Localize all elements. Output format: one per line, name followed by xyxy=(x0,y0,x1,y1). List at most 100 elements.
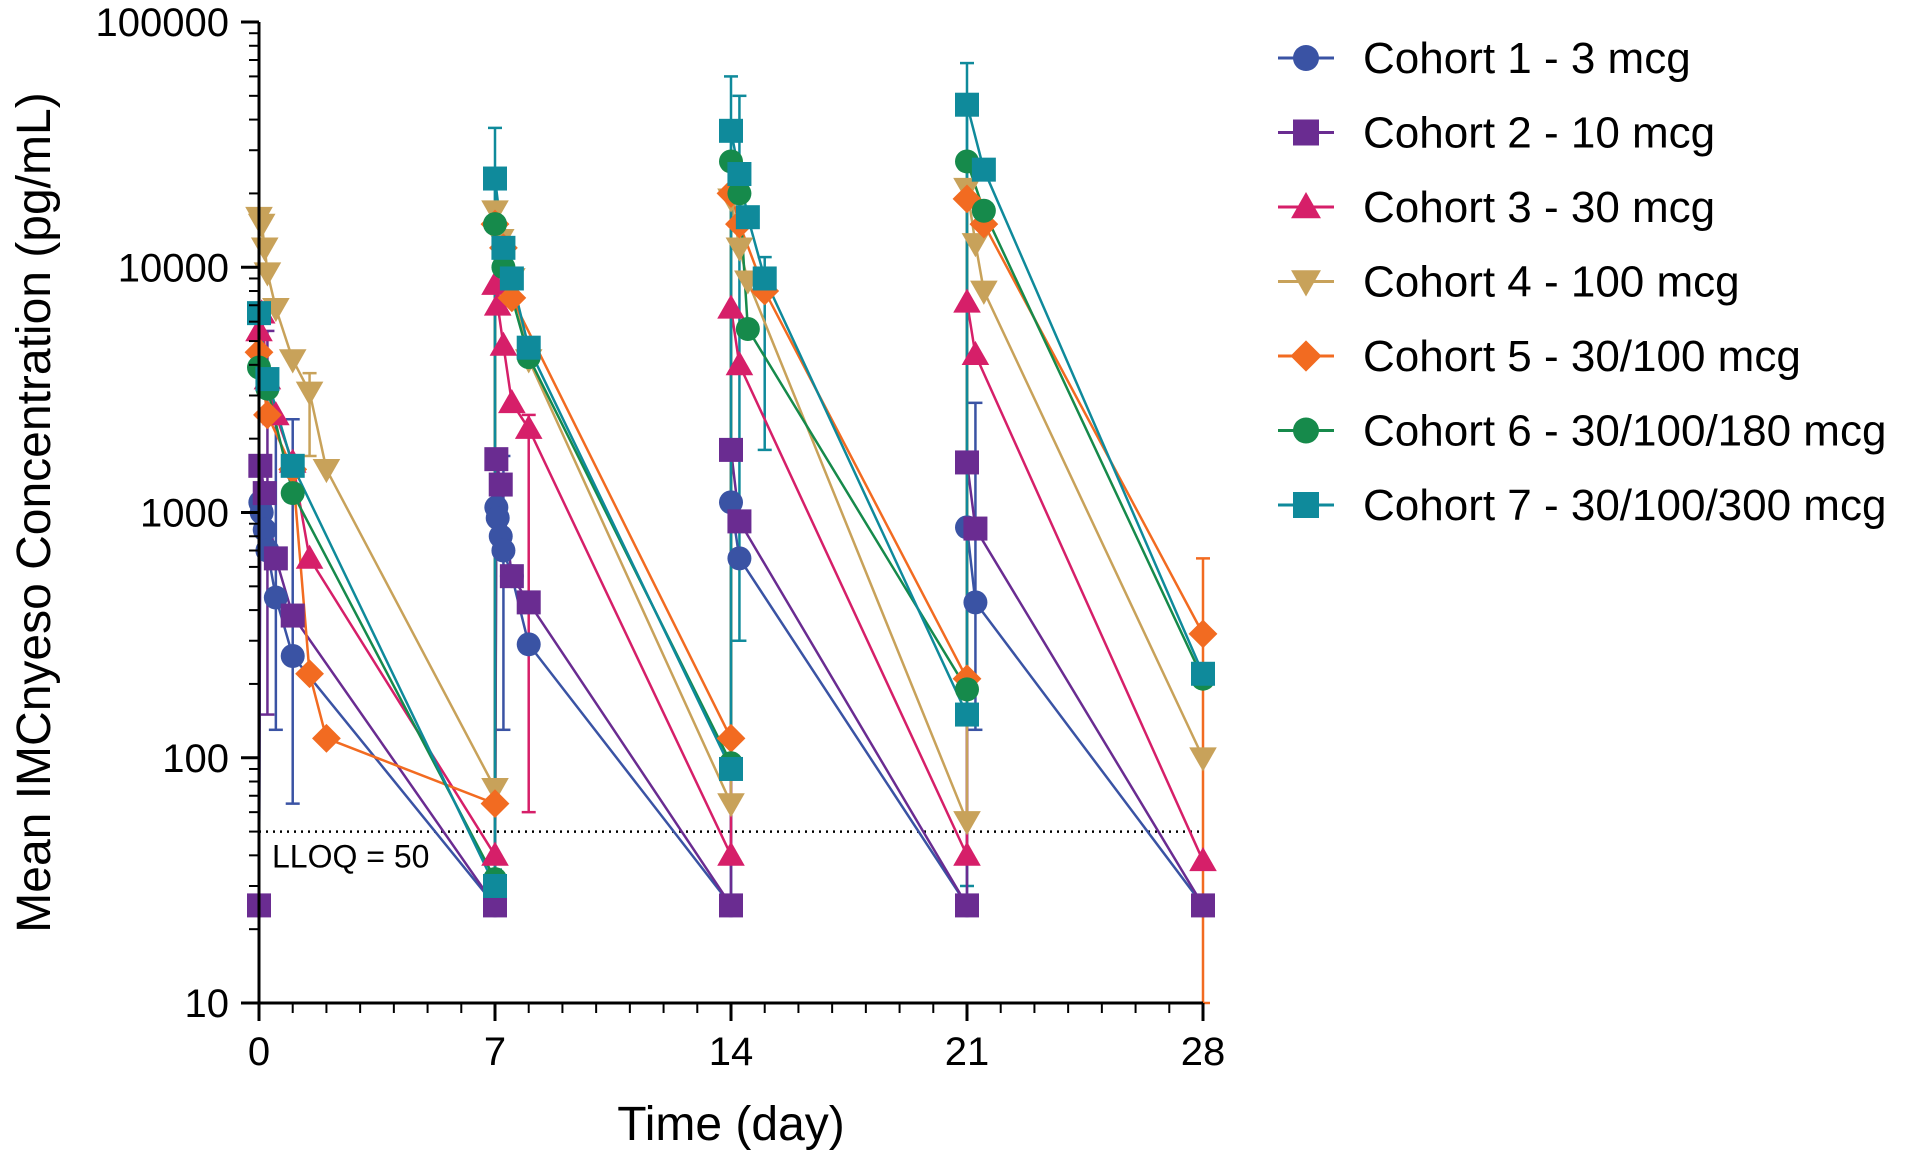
x-axis-title: Time (day) xyxy=(617,1098,845,1151)
data-point xyxy=(717,294,745,319)
data-point xyxy=(480,789,510,819)
data-point xyxy=(253,262,282,287)
data-point xyxy=(1189,847,1217,872)
data-point xyxy=(280,643,305,668)
data-point xyxy=(752,266,777,291)
data-point xyxy=(295,381,324,406)
data-point xyxy=(727,162,752,187)
marker-layer xyxy=(244,92,1218,918)
data-point xyxy=(719,118,743,143)
data-point xyxy=(955,92,979,117)
x-tick-label: 7 xyxy=(484,1030,506,1074)
legend-label: Cohort 2 - 10 mcg xyxy=(1363,109,1715,158)
legend-item: Cohort 2 - 10 mcg xyxy=(1278,109,1715,158)
data-point xyxy=(491,235,516,260)
legend-label: Cohort 1 - 3 mcg xyxy=(1363,34,1691,83)
legend: Cohort 1 - 3 mcg Cohort 2 - 10 mcg Cohort … xyxy=(1278,34,1886,530)
legend-swatch-marker xyxy=(1290,340,1322,372)
lloq-label: LLOQ = 50 xyxy=(272,839,429,875)
data-point xyxy=(717,793,745,818)
data-point xyxy=(1189,747,1217,772)
data-point xyxy=(295,544,324,569)
data-point xyxy=(280,453,305,478)
data-point xyxy=(955,893,979,918)
data-point xyxy=(312,458,341,484)
legend-swatch-marker xyxy=(1293,119,1319,146)
data-point xyxy=(1191,661,1215,686)
data-point xyxy=(483,291,512,316)
data-point xyxy=(953,288,981,313)
x-tick-label: 28 xyxy=(1181,1030,1226,1074)
y-tick-label: 1000 xyxy=(140,492,229,536)
data-point xyxy=(491,538,516,563)
data-point xyxy=(963,590,988,615)
y-tick-label: 10 xyxy=(185,982,230,1026)
data-point xyxy=(963,516,988,541)
data-point xyxy=(295,659,324,689)
data-point xyxy=(514,414,543,439)
data-point xyxy=(971,157,996,182)
legend-item: Cohort 6 - 30/100/180 mcg xyxy=(1278,407,1886,456)
data-point xyxy=(961,340,990,366)
data-point xyxy=(725,351,754,376)
data-point xyxy=(727,509,752,534)
y-tick-label: 100 xyxy=(162,737,229,781)
data-point xyxy=(498,389,526,414)
legend-item: Cohort 1 - 3 mcg xyxy=(1278,34,1691,83)
data-point xyxy=(252,481,277,506)
legend-swatch-marker xyxy=(1291,270,1321,297)
legend-swatch-marker xyxy=(1291,192,1321,219)
legend-item: Cohort 3 - 30 mcg xyxy=(1278,183,1715,232)
y-axis-title: Mean IMCnyeso Concentration (pg/mL) xyxy=(8,92,61,932)
data-point xyxy=(971,198,996,223)
data-point xyxy=(497,283,527,313)
data-point xyxy=(1191,893,1215,918)
axes: 10 100 1000 10000 100000 0 7 14 21 28 Time (day) Me… xyxy=(8,1,1225,1151)
data-point xyxy=(483,212,507,237)
data-point xyxy=(312,723,341,753)
data-point xyxy=(719,756,743,781)
data-point xyxy=(263,585,288,610)
legend-item: Cohort 4 - 100 mcg xyxy=(1278,258,1740,307)
data-point xyxy=(499,266,524,291)
reference-layer: LLOQ = 50 xyxy=(259,830,1203,875)
data-point xyxy=(970,280,998,305)
data-point xyxy=(499,564,524,589)
data-point xyxy=(961,233,990,258)
data-point xyxy=(481,841,509,866)
data-point xyxy=(263,546,288,571)
data-point xyxy=(483,166,507,191)
data-point xyxy=(716,723,746,753)
data-point xyxy=(953,811,981,836)
legend-swatch-marker xyxy=(1293,492,1319,518)
data-point xyxy=(955,702,979,727)
legend-label: Cohort 5 - 30/100 mcg xyxy=(1363,332,1801,381)
data-point xyxy=(516,590,541,615)
data-point xyxy=(516,335,541,360)
data-point xyxy=(484,447,509,472)
data-point xyxy=(955,677,979,702)
data-point xyxy=(719,490,743,515)
data-point xyxy=(725,237,754,262)
data-point xyxy=(280,603,305,628)
legend-label: Cohort 7 - 30/100/300 mcg xyxy=(1363,481,1886,530)
data-point xyxy=(735,317,760,342)
data-point xyxy=(250,237,279,262)
legend-swatch-marker xyxy=(1293,45,1319,71)
data-point xyxy=(280,481,305,506)
y-tick-label: 100000 xyxy=(96,1,229,45)
data-point xyxy=(483,873,507,898)
data-point xyxy=(488,472,513,497)
data-point xyxy=(727,546,752,571)
data-point xyxy=(1188,619,1218,649)
data-point xyxy=(516,632,541,657)
data-point xyxy=(719,893,743,918)
legend-item: Cohort 7 - 30/100/300 mcg xyxy=(1278,481,1886,530)
data-point xyxy=(735,205,760,230)
data-point xyxy=(252,517,277,542)
legend-label: Cohort 4 - 100 mcg xyxy=(1363,258,1740,307)
legend-item: Cohort 5 - 30/100 mcg xyxy=(1278,332,1801,381)
data-point xyxy=(955,450,979,475)
